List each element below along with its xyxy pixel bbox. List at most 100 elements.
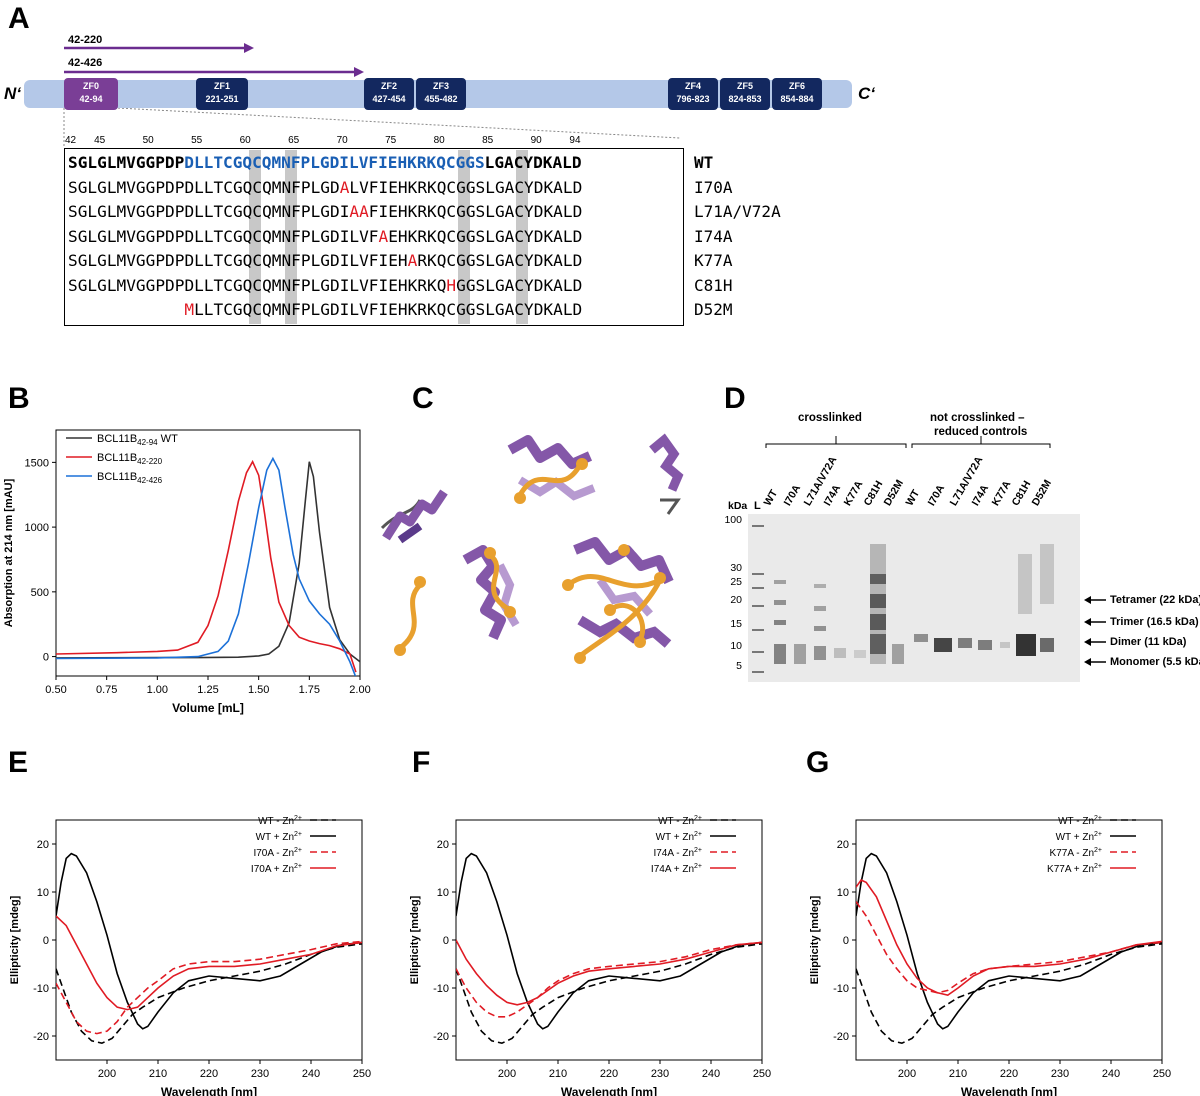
lane-label: WT — [761, 487, 781, 508]
y-tick-label: 0 — [43, 652, 49, 664]
lane-label: D52M — [1029, 477, 1055, 508]
band-arrows — [1084, 596, 1106, 666]
c-terminus-label: C‘ — [858, 84, 875, 103]
cys-highlight-c81 — [516, 150, 528, 324]
sequence-row: SGLGLMVGGPDPDLLTCGQCQMNFPLGDILVFIEHKRKQC… — [68, 153, 582, 172]
sequence-row: SGLGLMVGGPDPDLLTCGQCQMNFPLGDILVFIEHKRKQH… — [68, 275, 583, 295]
group-control-label-line1: not crosslinked – — [930, 412, 1025, 424]
y-axis-label: Ellipticity [mdeg] — [9, 895, 21, 984]
lane-label: K77A — [989, 478, 1014, 508]
series-line — [56, 459, 357, 673]
y-tick-label: 500 — [31, 587, 49, 599]
legend-entry: WT + Zn2+ — [656, 831, 702, 843]
sequence-name: I74A — [694, 226, 733, 246]
y-tick-label: -20 — [33, 1031, 49, 1043]
x-tick-label: 1.00 — [147, 684, 168, 696]
y-tick-label: 0 — [443, 935, 449, 947]
y-axis-label: Ellipticity [mdeg] — [809, 895, 821, 984]
y-tick-label: 20 — [837, 839, 849, 851]
x-tick-label: 230 — [1051, 1068, 1069, 1080]
sequence-name: WT — [694, 153, 714, 172]
residue-number: 60 — [239, 135, 251, 146]
structure-tetramer — [562, 537, 674, 664]
x-tick-label: 230 — [651, 1068, 669, 1080]
lane-label: I70A — [925, 482, 948, 508]
x-tick-label: 1.25 — [197, 684, 218, 696]
x-tick-label: 250 — [1153, 1068, 1171, 1080]
cys-highlight-c61 — [285, 150, 297, 324]
lane-label: K77A — [841, 478, 866, 508]
x-tick-label: 200 — [98, 1068, 116, 1080]
panel-b-chart: 0.50 0.75 1.00 1.25 1.50 1.75 2.00 0 500 1000 1500… — [3, 429, 371, 715]
x-axis-label: Wavelength [nm] — [561, 1085, 657, 1096]
sequence-row: MLLTCGQCQMNFPLGDILVFIEHKRKQCGGSLGACYDKAL… — [184, 300, 583, 319]
group-brackets — [765, 436, 1051, 448]
cys-highlight-c58 — [249, 150, 261, 324]
lane-label: D52M — [881, 477, 907, 508]
series-line — [56, 456, 357, 676]
mw-marker-label: 10 — [730, 640, 742, 652]
lane-label: I74A — [969, 482, 992, 508]
mw-marker-label: 25 — [730, 576, 742, 588]
panel-e-label: E — [8, 746, 29, 779]
y-tick-label: 10 — [37, 887, 49, 899]
y-tick-label: -20 — [833, 1031, 849, 1043]
x-axis-label: Volume [mL] — [172, 701, 244, 715]
sequence-name: K77A — [694, 251, 733, 270]
lane-label: I74A — [821, 482, 844, 508]
series-line — [456, 852, 762, 1030]
x-axis-label: Wavelength [nm] — [161, 1085, 257, 1096]
y-tick-label: -10 — [33, 983, 49, 995]
y-axis-label: Ellipticity [mdeg] — [409, 895, 421, 984]
x-tick-label: 210 — [149, 1068, 167, 1080]
panel-f-label: F — [412, 746, 431, 779]
panel-b-label: B — [8, 382, 30, 415]
panel-d-label: D — [724, 382, 746, 415]
residue-number: 90 — [530, 135, 542, 146]
zoom-lines — [63, 108, 681, 148]
legend-entry: I74A + Zn2+ — [651, 863, 702, 875]
residue-number: 65 — [288, 135, 300, 146]
mw-marker-label: 15 — [730, 618, 742, 630]
panel-a-label: A — [8, 2, 30, 35]
x-tick-label: 240 — [1102, 1068, 1120, 1080]
plot-frame — [55, 819, 363, 1061]
legend-entry: K77A - Zn2+ — [1050, 847, 1102, 859]
y-tick-label: 10 — [837, 887, 849, 899]
sequence-row: SGLGLMVGGPDPDLLTCGQCQMNFPLGDALVFIEHKRKQC… — [68, 177, 583, 197]
structure-monomer-peptide — [394, 576, 426, 656]
band-annotation: Dimer (11 kDa) — [1110, 636, 1187, 648]
sequence-row: SGLGLMVGGPDPDLLTCGQCQMNFPLGDILVFIEHARKQC… — [68, 251, 583, 270]
y-tick-label: -10 — [833, 983, 849, 995]
series-line — [56, 852, 362, 1030]
zinc-finger-zf2: ZF2 427-454 — [364, 78, 414, 110]
zinc-finger-zf5: ZF5 824-853 — [720, 78, 770, 110]
series-line — [56, 940, 362, 1035]
x-tick-label: 210 — [549, 1068, 567, 1080]
y-tick-label: 0 — [43, 935, 49, 947]
zinc-finger-zf0: ZF0 42-94 — [64, 78, 118, 110]
mw-marker-label: 30 — [730, 562, 742, 574]
x-tick-label: 1.50 — [248, 684, 269, 696]
x-tick-label: 230 — [251, 1068, 269, 1080]
series-line — [856, 901, 1162, 994]
legend-entry: I70A - Zn2+ — [253, 847, 302, 859]
x-tick-label: 2.00 — [349, 684, 370, 696]
y-tick-label: -20 — [433, 1031, 449, 1043]
x-axis-label: Wavelength [nm] — [961, 1085, 1057, 1096]
mw-marker-label: 20 — [730, 594, 742, 606]
panel-g-chart: 200 210 220 230 240 250 20 10 0 -10 -20 Wavelength … — [809, 815, 1171, 1096]
band-arrow-head — [1084, 596, 1091, 604]
band-arrow-head — [1084, 618, 1091, 626]
zinc-finger-zf4: ZF4 796-823 — [668, 78, 718, 110]
lane-label: WT — [903, 487, 923, 508]
lane-label: I70A — [781, 482, 804, 508]
sequence-name: L71A/V72A — [694, 202, 781, 221]
x-tick-label: 250 — [753, 1068, 771, 1080]
sequence-name: D52M — [694, 300, 733, 319]
band-arrow-head — [1084, 638, 1091, 646]
legend-entry: BCL11B42-426 — [97, 471, 163, 485]
panel-g-label: G — [806, 746, 830, 779]
x-tick-label: 200 — [498, 1068, 516, 1080]
x-tick-label: 220 — [600, 1068, 618, 1080]
